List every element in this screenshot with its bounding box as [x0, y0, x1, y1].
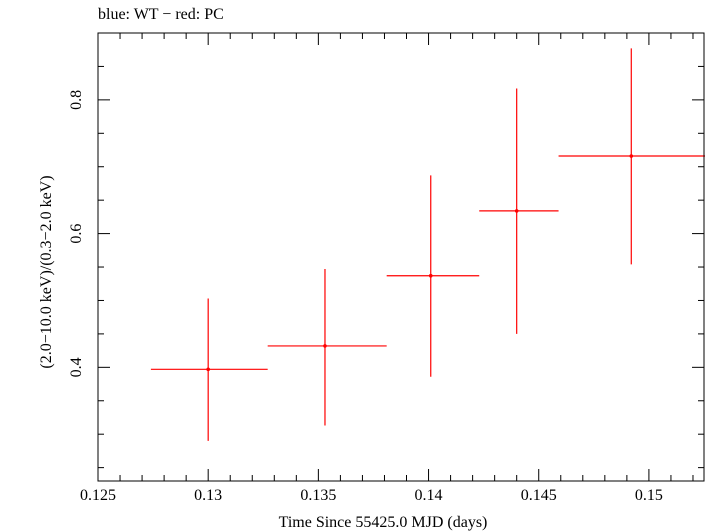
point-marker: [206, 367, 210, 372]
point-marker: [428, 273, 433, 278]
point-marker: [629, 154, 634, 158]
data-point: [267, 269, 387, 426]
chart-title: blue: WT − red: PC: [98, 6, 224, 23]
x-tick-label: 0.14: [415, 487, 443, 504]
y-axis-label: (2.0−10.0 keV)/(0.3−2.0 keV): [38, 175, 55, 368]
data-point: [150, 298, 268, 441]
data-point: [479, 88, 559, 334]
data-point: [558, 48, 705, 265]
y-tick-label: 0.8: [68, 90, 85, 110]
y-tick-label: 0.6: [68, 224, 85, 244]
point-marker: [514, 209, 519, 213]
plot-frame: [97, 32, 705, 482]
data-marks: [150, 48, 705, 441]
x-tick-label: 0.135: [300, 487, 336, 504]
data-point: [386, 175, 480, 377]
x-axis-label: Time Since 55425.0 MJD (days): [279, 514, 488, 531]
point-marker: [323, 344, 327, 348]
y-tick-label: 0.4: [68, 357, 85, 377]
x-tick-label: 0.145: [521, 487, 557, 504]
x-tick-label: 0.15: [635, 487, 663, 504]
x-tick-label: 0.125: [80, 487, 116, 504]
tick-labels: 0.125 0.13 0.135 0.14 0.145 0.15 0.4 0.6 0.8: [68, 90, 663, 504]
axis-ticks: [97, 32, 704, 481]
x-tick-label: 0.13: [194, 487, 222, 504]
